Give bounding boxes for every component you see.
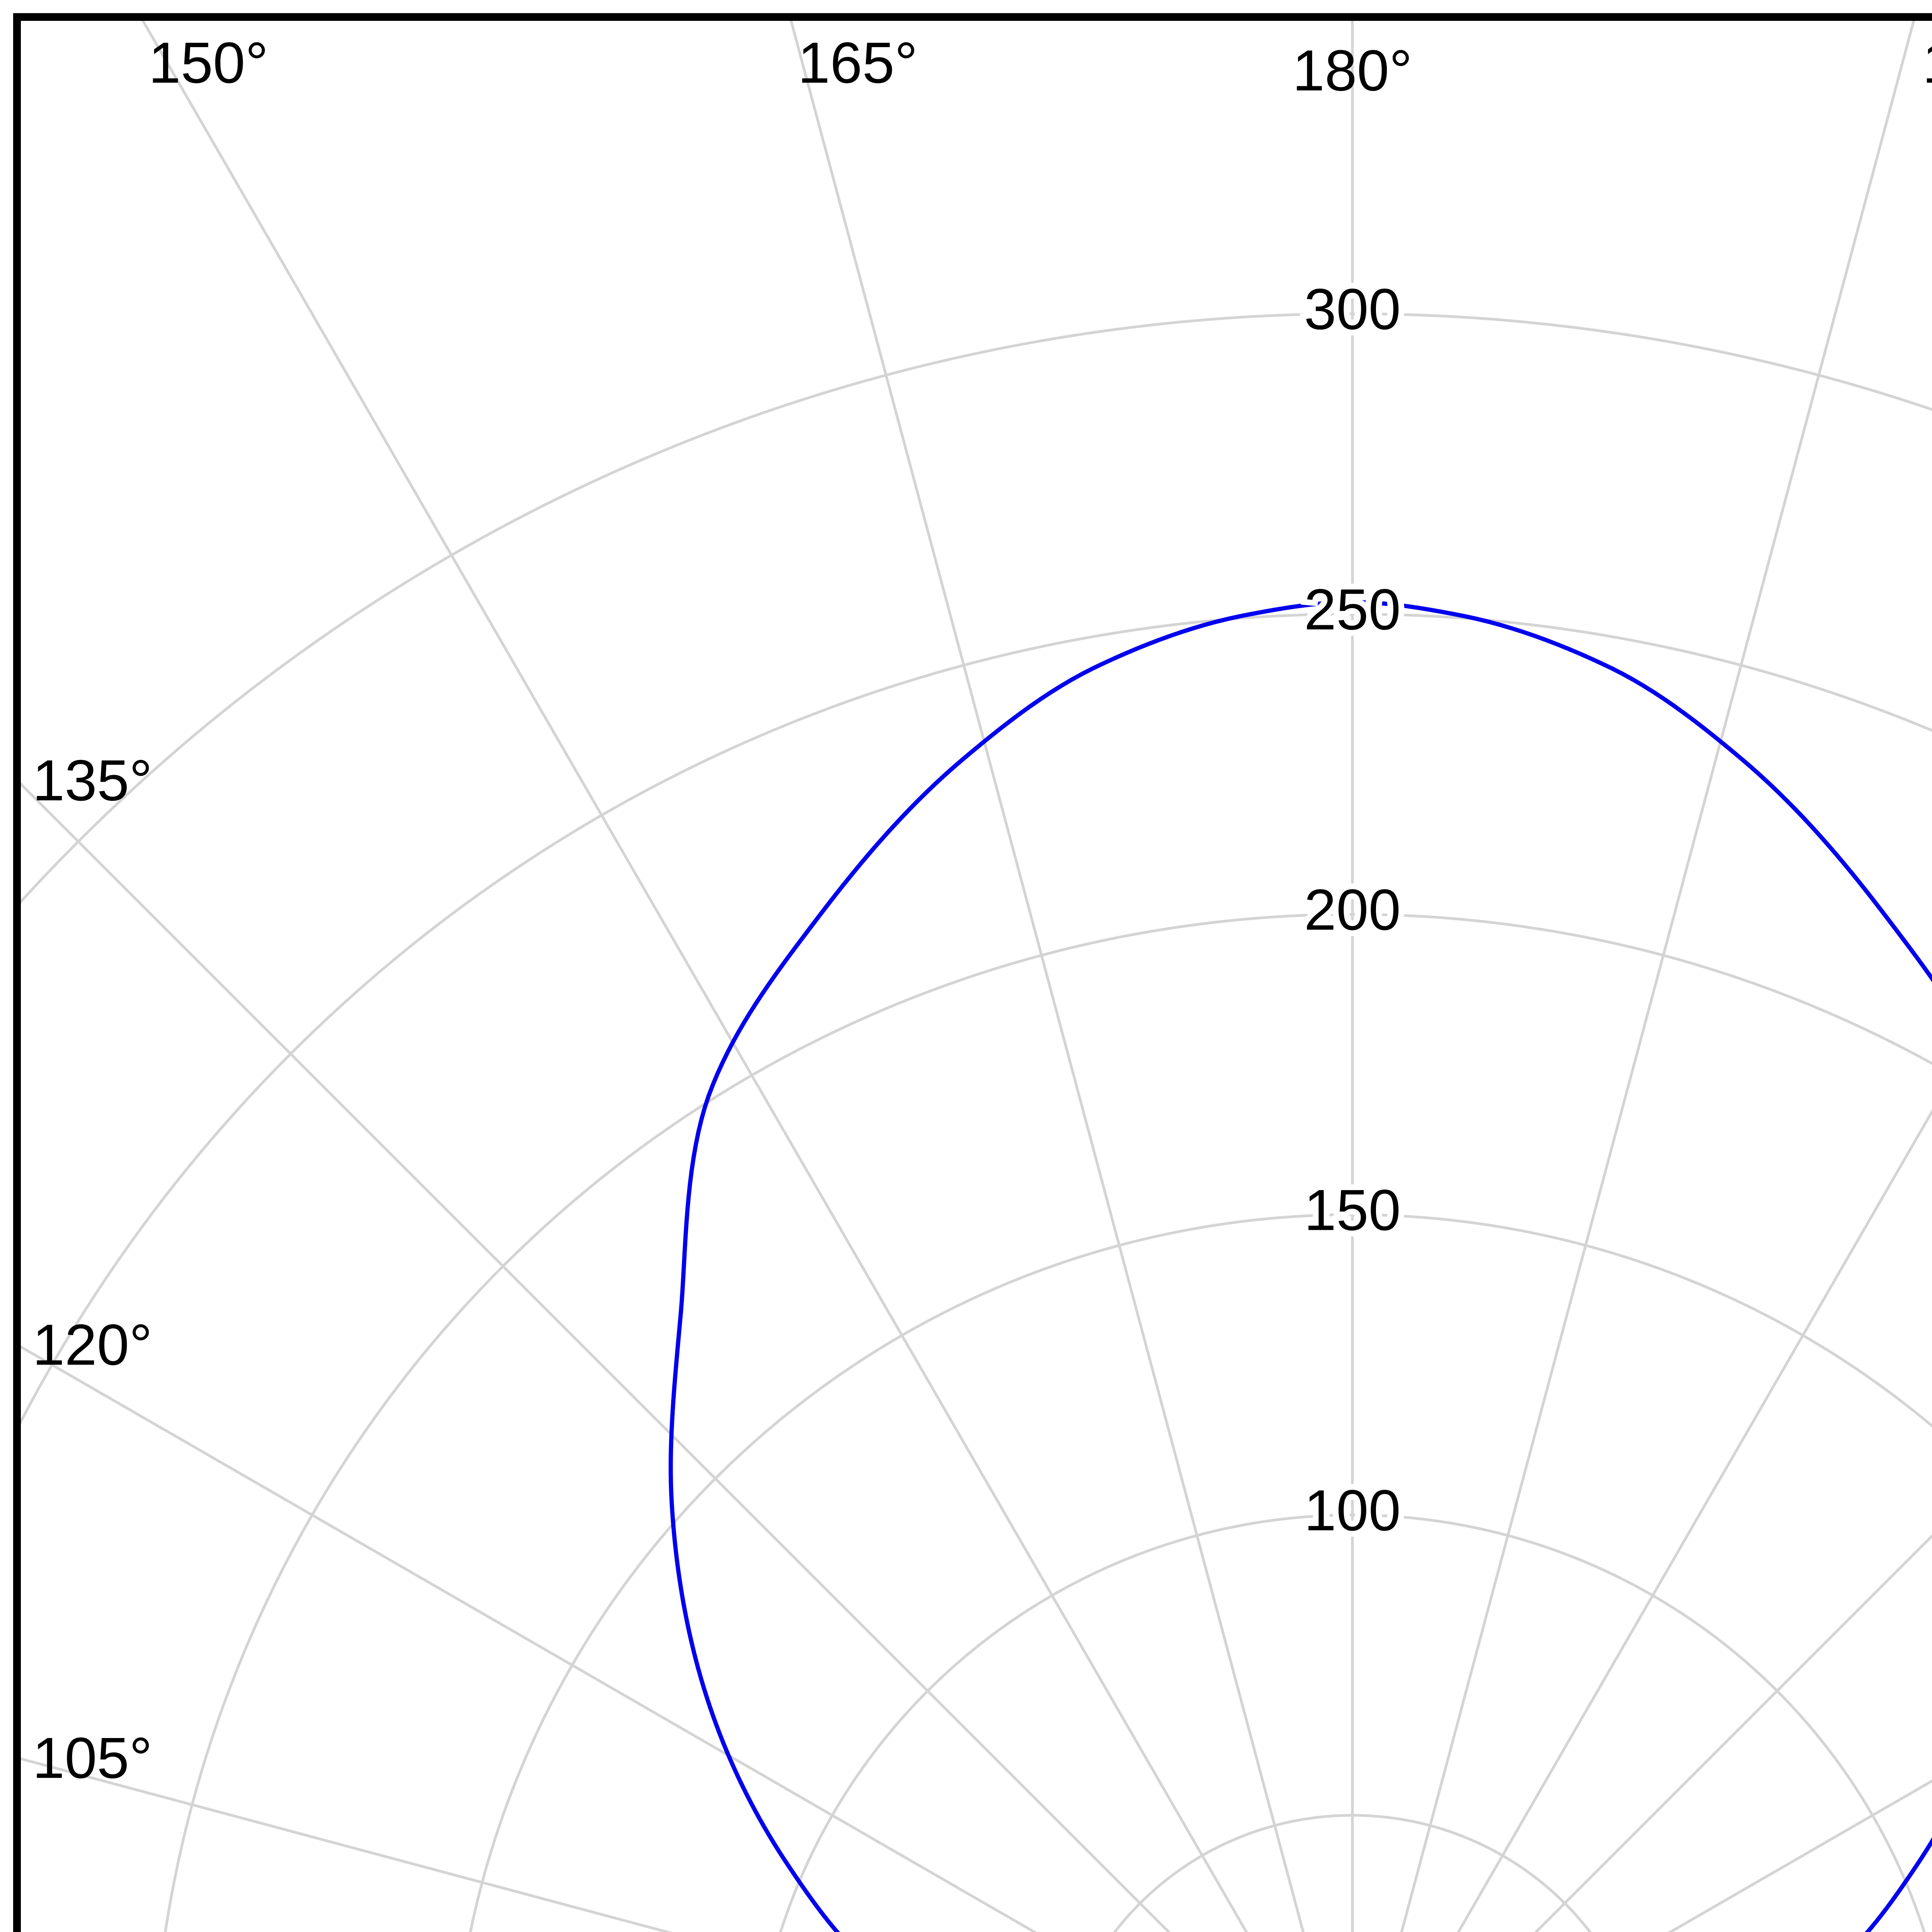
svg-text:105°: 105° xyxy=(32,1725,152,1790)
svg-text:300: 300 xyxy=(1304,277,1401,342)
svg-text:180°: 180° xyxy=(1293,38,1412,103)
svg-text:250: 250 xyxy=(1304,577,1401,642)
svg-text:150: 150 xyxy=(1304,1177,1401,1242)
svg-text:165°: 165° xyxy=(798,30,918,95)
svg-text:165°: 165° xyxy=(1922,30,1932,95)
svg-text:200: 200 xyxy=(1304,877,1401,942)
svg-text:150°: 150° xyxy=(148,30,268,95)
svg-text:100: 100 xyxy=(1304,1478,1401,1543)
svg-text:135°: 135° xyxy=(32,748,152,813)
svg-text:120°: 120° xyxy=(32,1312,152,1377)
